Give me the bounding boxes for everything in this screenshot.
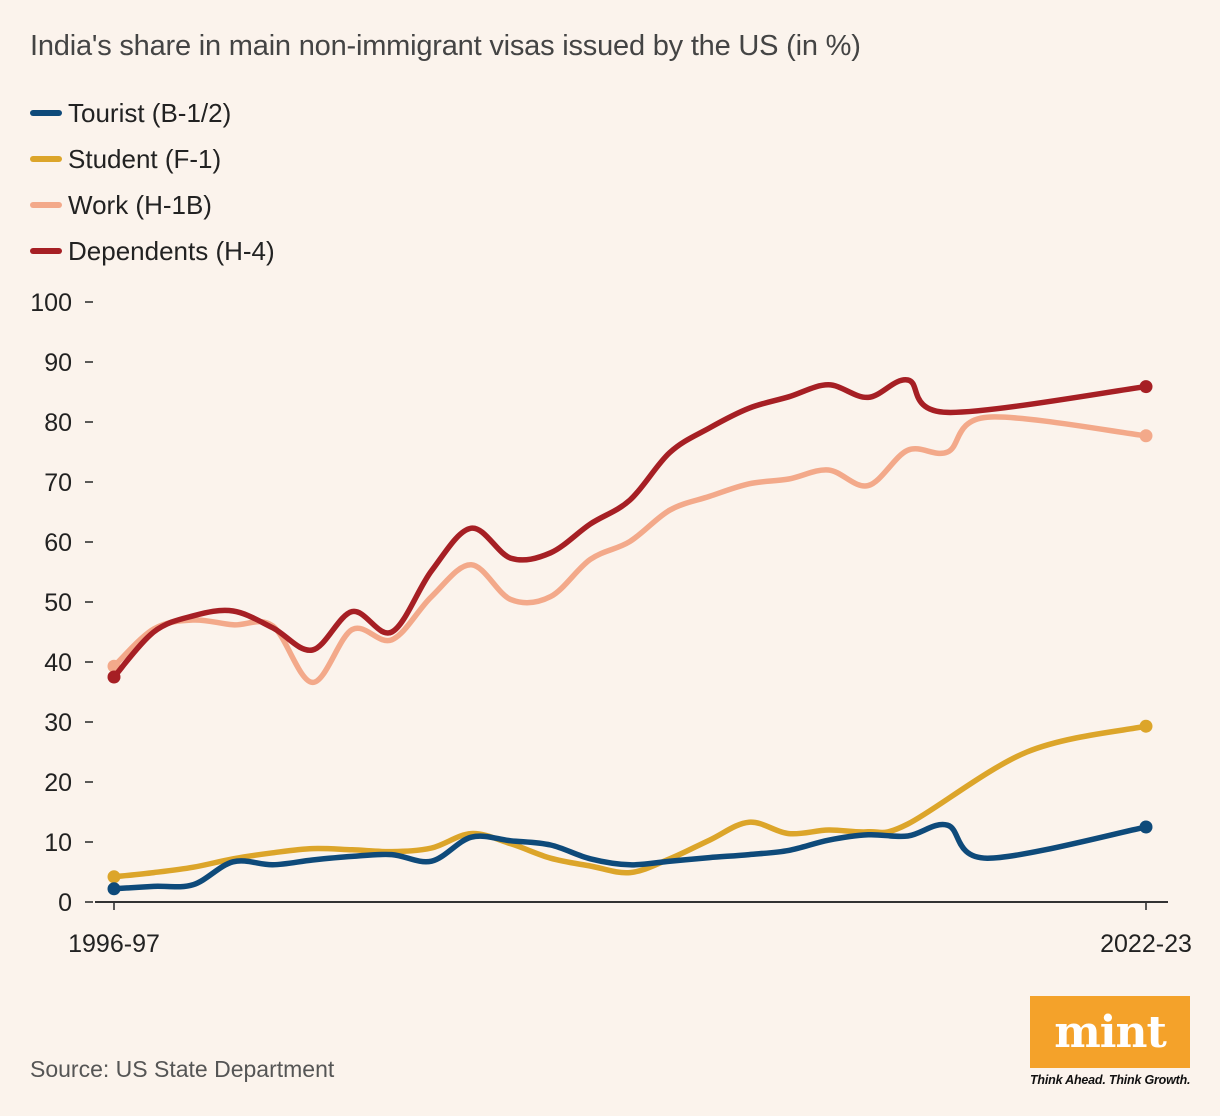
x-tick-label: 1996-97 [68,930,160,958]
mint-logo: mint Think Ahead. Think Growth. [1030,996,1191,1087]
legend-swatch-student [30,156,62,162]
legend-label-work: Work (H-1B) [68,189,212,220]
y-tick-label: 10 [44,829,72,857]
y-tick-label: 50 [44,589,72,617]
series-end-point-tourist [1139,820,1153,834]
y-tick-label: 90 [44,349,72,377]
x-tick-label: 2022-23 [1100,930,1192,958]
legend-label-dependents: Dependents (H-4) [68,235,275,266]
series-start-point-student [107,870,121,884]
series-end-point-work [1139,429,1153,443]
chart-legend: Tourist (B-1/2) Student (F-1) Work (H-1B… [30,90,275,274]
legend-item-tourist: Tourist (B-1/2) [30,90,275,136]
legend-item-work: Work (H-1B) [30,182,275,228]
mint-logo-text: mint [1054,1006,1167,1058]
y-tick-label: 100 [30,289,72,317]
legend-swatch-work [30,202,62,208]
legend-item-student: Student (F-1) [30,136,275,182]
series-end-point-student [1139,719,1153,733]
chart-title: India's share in main non-immigrant visa… [30,30,861,62]
series-start-point-tourist [107,882,121,896]
y-tick-label: 20 [44,769,72,797]
legend-item-dependents: Dependents (H-4) [30,228,275,274]
source-note: Source: US State Department [30,1056,335,1082]
y-tick-label: 60 [44,529,72,557]
y-tick-label: 40 [44,649,72,677]
y-tick-label: 30 [44,709,72,737]
series-line-dependents [111,377,1149,680]
legend-swatch-tourist [30,110,62,116]
legend-swatch-dependents [30,248,62,254]
y-tick-label: 0 [58,889,72,917]
legend-label-tourist: Tourist (B-1/2) [68,97,232,128]
series-line-work [111,414,1149,686]
series-line-student [111,723,1149,880]
y-tick-label: 70 [44,469,72,497]
y-tick-label: 80 [44,409,72,437]
series-start-point-dependents [107,670,121,684]
y-axis: 0 10 20 30 40 50 60 70 80 90 100 [30,289,93,917]
mint-logo-tagline: Think Ahead. Think Growth. [1030,1073,1191,1087]
mint-logo-box: mint [1030,996,1190,1068]
legend-label-student: Student (F-1) [68,143,222,174]
series-end-point-dependents [1139,380,1153,394]
series-line-tourist [111,821,1149,892]
series-layer [107,377,1153,896]
x-axis: 1996-97 2022-23 [68,901,1192,958]
